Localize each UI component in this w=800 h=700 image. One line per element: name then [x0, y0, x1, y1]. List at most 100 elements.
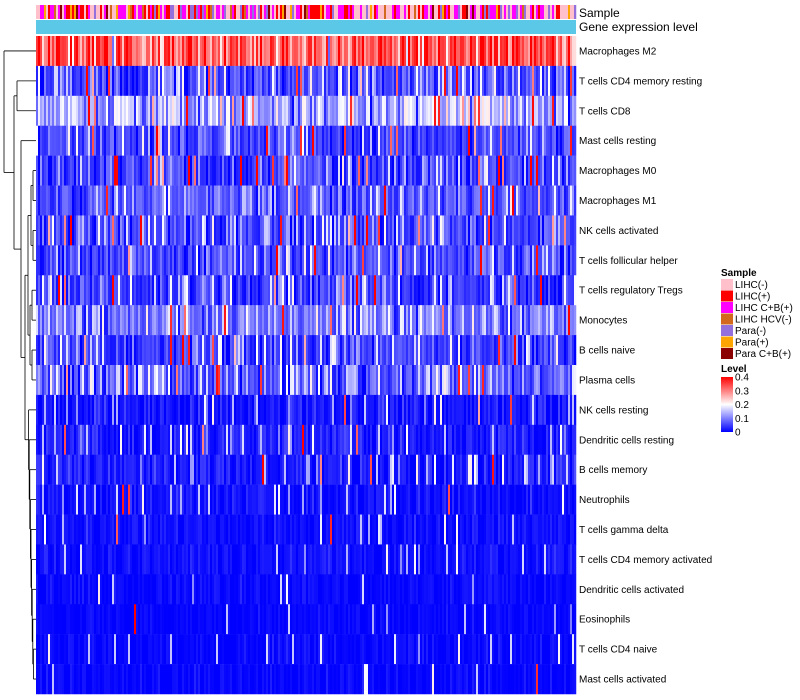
heatmap-cell — [64, 305, 67, 336]
heatmap-cell — [270, 215, 273, 246]
heatmap-cell — [412, 185, 415, 216]
heatmap-cell — [358, 424, 361, 455]
heatmap-cell — [386, 215, 389, 246]
heatmap-cell — [148, 424, 151, 455]
heatmap-cell — [412, 125, 415, 156]
heatmap-cell — [96, 365, 99, 396]
heatmap-cell — [560, 245, 563, 276]
heatmap-cell — [546, 185, 549, 216]
sample-annotation-cell — [314, 5, 317, 19]
heatmap-cell — [54, 514, 57, 545]
heatmap-cell — [56, 544, 59, 575]
heatmap-cell — [314, 305, 317, 336]
heatmap-cell — [294, 424, 297, 455]
heatmap-cell — [44, 185, 47, 216]
heatmap-cell — [480, 514, 483, 545]
heatmap-cell — [230, 484, 233, 515]
heatmap-cell — [204, 65, 207, 97]
heatmap-cell — [310, 185, 313, 216]
heatmap-cell — [94, 424, 97, 455]
heatmap-cell — [414, 275, 417, 306]
sample-annotation-cell — [66, 5, 69, 19]
heatmap-cell — [244, 394, 247, 426]
heatmap-cell — [238, 36, 241, 67]
heatmap-cell — [426, 95, 429, 126]
heatmap-cell — [260, 125, 263, 156]
heatmap-cell — [158, 484, 161, 515]
heatmap-cell — [310, 365, 313, 396]
heatmap-cell — [76, 36, 79, 67]
heatmap-cell — [184, 394, 187, 426]
heatmap-cell — [510, 305, 513, 336]
heatmap-cell — [124, 65, 127, 97]
heatmap-cell — [512, 65, 515, 97]
heatmap-cell — [274, 36, 277, 67]
heatmap-cell — [496, 215, 499, 246]
sample-annotation-cell — [304, 5, 307, 19]
heatmap-cell — [216, 454, 219, 485]
heatmap-cell — [390, 65, 393, 97]
heatmap-cell — [514, 484, 517, 515]
heatmap-cell — [272, 394, 275, 426]
heatmap-cell — [562, 305, 565, 336]
heatmap-cell — [516, 454, 519, 485]
heatmap-cell — [366, 365, 369, 396]
heatmap-cell — [278, 245, 281, 276]
heatmap-cell — [36, 185, 39, 216]
heatmap-cell — [516, 185, 519, 216]
heatmap-cell — [428, 125, 431, 156]
heatmap-cell — [172, 335, 175, 366]
heatmap-cell — [60, 275, 63, 306]
heatmap-cell — [138, 305, 141, 336]
heatmap-cell — [374, 484, 377, 515]
heatmap-cell — [204, 424, 207, 455]
heatmap-cell — [152, 65, 155, 97]
heatmap-cell — [484, 305, 487, 336]
heatmap-cell — [126, 65, 129, 97]
heatmap-cell — [248, 305, 251, 336]
heatmap-cell — [290, 185, 293, 216]
heatmap-cell — [48, 544, 51, 575]
heatmap-cell — [378, 95, 381, 126]
heatmap-cell — [512, 245, 515, 276]
heatmap-cell — [330, 365, 333, 396]
heatmap-cell — [542, 454, 545, 485]
heatmap-cell — [160, 36, 163, 67]
heatmap-cell — [42, 335, 45, 366]
heatmap-cell — [216, 185, 219, 216]
heatmap-cell — [46, 155, 49, 186]
heatmap-cell — [544, 36, 547, 67]
heatmap-cell — [488, 155, 491, 186]
heatmap-cell — [152, 394, 155, 426]
heatmap-cell — [562, 484, 565, 515]
heatmap-cell — [376, 95, 379, 126]
heatmap-cell — [224, 125, 227, 156]
heatmap-cell — [66, 335, 69, 366]
heatmap-cell — [148, 65, 151, 97]
heatmap-cell — [398, 335, 401, 366]
heatmap-cell — [186, 424, 189, 455]
heatmap-cell — [206, 514, 209, 545]
heatmap-cell — [150, 514, 153, 545]
heatmap-cell — [490, 394, 493, 426]
heatmap-cell — [340, 514, 343, 545]
heatmap-cell — [560, 155, 563, 186]
heatmap-cell — [156, 95, 159, 126]
heatmap-cell — [210, 275, 213, 306]
heatmap-cell — [440, 185, 443, 216]
heatmap-cell — [452, 65, 455, 97]
heatmap-cell — [540, 125, 543, 156]
heatmap-cell — [110, 155, 113, 186]
heatmap-cell — [292, 65, 295, 97]
sample-annotation-cell — [114, 5, 117, 19]
heatmap-cell — [558, 424, 561, 455]
heatmap-cell — [68, 245, 71, 276]
heatmap-cell — [218, 245, 221, 276]
heatmap-cell — [318, 215, 321, 246]
heatmap-cell — [128, 65, 131, 97]
heatmap-cell — [508, 365, 511, 396]
heatmap-cell — [196, 514, 199, 545]
heatmap-cell — [302, 245, 305, 276]
heatmap-cell — [366, 36, 369, 67]
heatmap-cell — [382, 245, 385, 276]
